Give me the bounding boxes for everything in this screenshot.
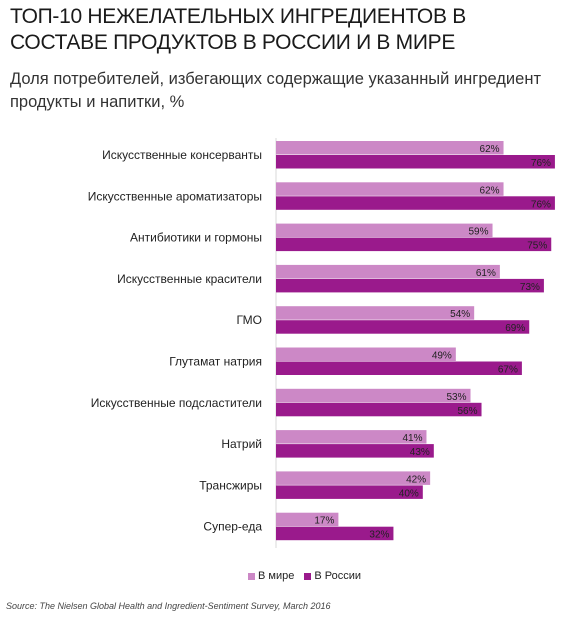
legend: В мире В России xyxy=(248,570,365,582)
data-label-world: 62% xyxy=(480,144,500,155)
category-label: ГМО xyxy=(236,313,262,327)
legend-swatch-russia xyxy=(304,572,312,580)
data-label-world: 17% xyxy=(314,516,334,527)
category-label: Искусственные консерванты xyxy=(102,148,262,162)
category-label: Антибиотики и гормоны xyxy=(130,231,262,245)
bar-world xyxy=(276,264,500,279)
bar-russia xyxy=(276,361,522,375)
bar-world xyxy=(276,512,339,527)
data-label-russia: 73% xyxy=(520,282,540,293)
data-label-russia: 32% xyxy=(369,530,389,541)
category-label: Глутамат натрия xyxy=(169,355,262,369)
bar-russia xyxy=(276,278,544,293)
data-label-russia: 76% xyxy=(531,158,551,169)
data-label-russia: 40% xyxy=(399,488,419,499)
data-label-russia: 43% xyxy=(410,447,430,458)
source-note: Source: The Nielsen Global Health and In… xyxy=(6,601,331,611)
bar-world xyxy=(276,347,456,361)
legend-item-russia: В России xyxy=(304,570,361,582)
bar-world xyxy=(276,182,504,196)
data-label-world: 49% xyxy=(432,351,452,362)
data-label-world: 59% xyxy=(469,227,489,238)
bar-russia xyxy=(276,320,530,334)
bar-russia xyxy=(276,237,552,252)
bar-world xyxy=(276,388,471,403)
bar-russia xyxy=(276,155,555,169)
page-title: ТОП-10 НЕЖЕЛАТЕЛЬНЫХ ИНГРЕДИЕНТОВ В СОСТ… xyxy=(10,5,466,54)
category-label: Натрий xyxy=(221,437,262,451)
data-label-russia: 56% xyxy=(458,406,478,417)
data-label-russia: 75% xyxy=(527,241,547,252)
bar-russia xyxy=(276,196,555,210)
bar-russia xyxy=(276,402,482,417)
data-label-world: 42% xyxy=(406,474,426,485)
bar-russia xyxy=(276,526,394,541)
data-label-world: 41% xyxy=(402,433,422,444)
category-label: Трансжиры xyxy=(199,478,262,492)
category-label: Искусственные ароматизаторы xyxy=(88,189,262,203)
category-label: Искусственные красители xyxy=(117,272,262,286)
data-label-world: 62% xyxy=(480,185,500,196)
legend-item-world: В мире xyxy=(248,570,294,582)
legend-swatch-world xyxy=(248,572,255,580)
chart-subtitle: Доля потребителей, избегающих содержащие… xyxy=(10,70,541,111)
bar-world xyxy=(276,471,431,485)
data-label-world: 61% xyxy=(476,268,496,279)
bar-world xyxy=(276,223,493,238)
data-label-world: 53% xyxy=(446,392,466,403)
bar-world xyxy=(276,306,475,320)
data-label-russia: 76% xyxy=(531,199,551,210)
bar-world xyxy=(276,141,504,155)
bar-russia xyxy=(276,444,434,458)
bar-russia xyxy=(276,485,423,499)
legend-label-russia: В России xyxy=(314,570,361,582)
category-label: Искусственные подсластители xyxy=(91,396,262,410)
legend-label-world: В мире xyxy=(258,570,295,582)
category-label: Супер-еда xyxy=(203,520,262,534)
bar-world xyxy=(276,430,427,444)
data-label-russia: 69% xyxy=(505,323,525,334)
data-label-world: 54% xyxy=(450,309,470,320)
data-label-russia: 67% xyxy=(498,365,518,376)
